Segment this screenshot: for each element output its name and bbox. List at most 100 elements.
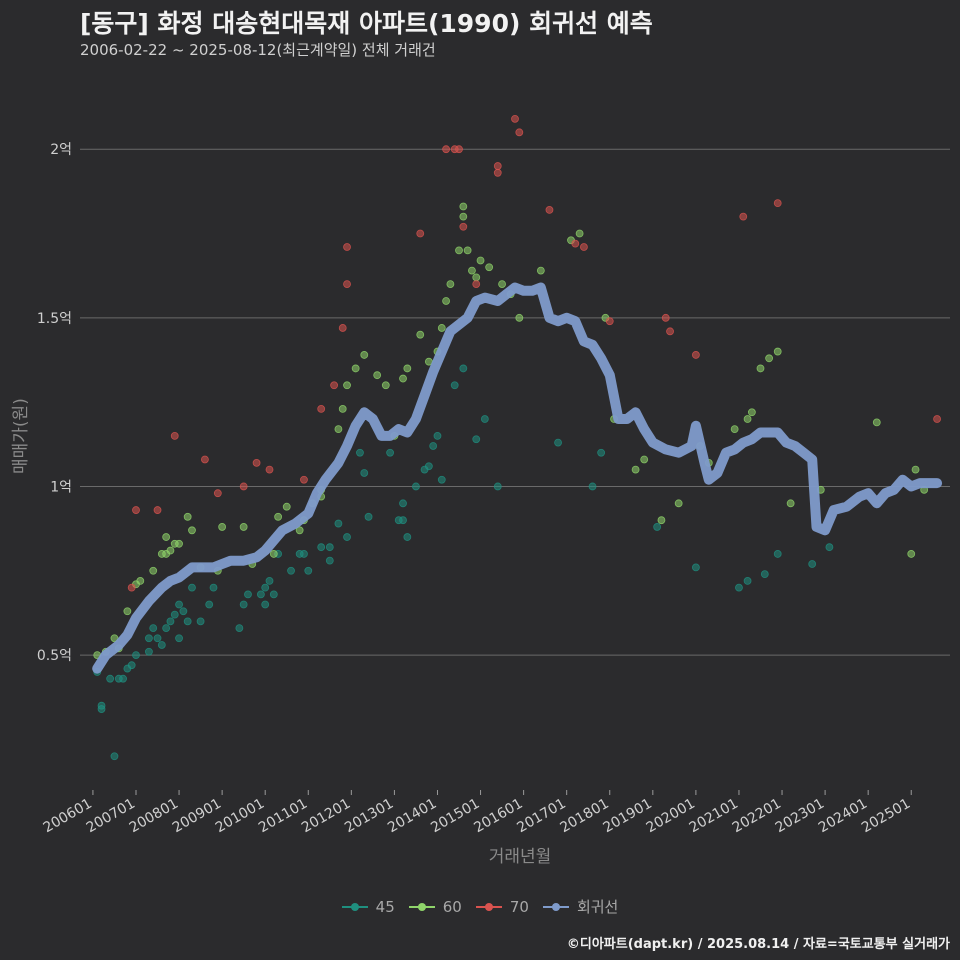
- legend-key-regression: [542, 900, 569, 914]
- regression-line: [92, 282, 943, 674]
- data-point-45: [773, 550, 782, 558]
- data-point-60: [338, 404, 347, 413]
- data-point-60: [674, 499, 683, 508]
- data-point-60: [123, 607, 132, 616]
- data-point-45: [691, 563, 700, 572]
- data-point-45: [588, 482, 597, 491]
- data-point-60: [631, 465, 640, 474]
- data-point-60: [463, 246, 472, 255]
- data-point-45: [399, 499, 407, 508]
- data-point-60: [149, 566, 158, 575]
- data-point-60: [515, 313, 524, 322]
- data-point-45: [166, 617, 175, 626]
- data-point-45: [132, 651, 140, 659]
- data-point-70: [265, 465, 274, 474]
- data-point-45: [127, 661, 136, 670]
- data-point-70: [493, 168, 502, 177]
- data-point-45: [437, 475, 446, 484]
- data-point-45: [424, 462, 433, 471]
- data-point-45: [356, 448, 364, 457]
- x-tick-label: 201001: [213, 796, 267, 837]
- data-point-70: [416, 229, 425, 238]
- data-point-70: [343, 243, 351, 251]
- data-point-45: [179, 607, 188, 616]
- legend-item-regression[interactable]: 회귀선: [542, 896, 618, 917]
- data-point-45: [265, 576, 274, 585]
- data-point-70: [170, 431, 179, 440]
- x-tick-label: 202101: [687, 796, 741, 837]
- data-point-70: [213, 489, 222, 498]
- x-tick-label: 201101: [256, 796, 310, 837]
- legend-key-45: [341, 900, 368, 914]
- data-point-45: [653, 523, 662, 531]
- data-point-60: [498, 280, 506, 289]
- data-point-70: [153, 506, 162, 514]
- data-point-45: [760, 570, 769, 579]
- data-point-45: [149, 624, 158, 633]
- data-point-45: [343, 533, 351, 541]
- data-point-45: [157, 641, 166, 649]
- data-point-45: [304, 566, 313, 575]
- data-point-60: [907, 550, 916, 558]
- data-point-45: [825, 543, 834, 552]
- data-point-60: [773, 347, 782, 356]
- x-tick-label: 202201: [730, 796, 784, 837]
- data-point-70: [300, 475, 308, 484]
- data-point-60: [175, 539, 183, 548]
- data-point-45: [244, 590, 252, 599]
- data-point-45: [493, 482, 502, 491]
- data-point-70: [317, 404, 326, 413]
- x-tick-labels: 2006012007012008012009012010012011012012…: [41, 796, 914, 837]
- data-point-60: [334, 425, 343, 434]
- data-point-60: [472, 273, 481, 282]
- data-point-60: [786, 499, 795, 508]
- scatter-points: [93, 114, 941, 761]
- legend-item-45[interactable]: 45: [341, 896, 395, 917]
- data-point-70: [330, 381, 339, 390]
- data-point-45: [459, 364, 468, 373]
- data-point-45: [360, 469, 369, 477]
- data-point-45: [256, 590, 265, 599]
- data-point-45: [162, 624, 171, 633]
- data-point-60: [446, 280, 455, 289]
- data-point-45: [119, 674, 127, 683]
- data-point-45: [412, 482, 420, 491]
- data-point-60: [166, 546, 175, 555]
- data-point-60: [269, 550, 278, 558]
- data-point-60: [373, 371, 382, 380]
- source-caption: ©디아파트(dapt.kr) / 2025.08.14 / 자료=국토교통부 실…: [566, 937, 950, 952]
- data-point-60: [911, 465, 920, 474]
- data-point-70: [933, 415, 941, 423]
- data-point-45: [334, 519, 343, 528]
- data-point-70: [343, 280, 351, 289]
- data-point-60: [468, 266, 476, 275]
- data-point-60: [295, 526, 304, 535]
- data-point-45: [153, 634, 162, 643]
- x-tick-label: 200701: [84, 796, 138, 837]
- data-point-60: [459, 202, 468, 211]
- data-point-60: [183, 512, 192, 521]
- data-point-70: [545, 206, 554, 214]
- x-tick-label: 201501: [428, 796, 482, 837]
- y-tick-label: 1억: [50, 479, 72, 495]
- x-tick-label: 200901: [170, 796, 224, 837]
- data-point-60: [575, 229, 584, 238]
- data-point-45: [472, 435, 481, 444]
- legend-item-70[interactable]: 70: [475, 896, 529, 917]
- data-point-45: [433, 431, 442, 440]
- data-point-60: [239, 523, 248, 531]
- data-point-70: [201, 455, 209, 464]
- legend-item-60[interactable]: 60: [408, 896, 462, 917]
- data-point-45: [97, 705, 106, 713]
- data-point-45: [209, 583, 218, 592]
- data-point-70: [773, 199, 782, 208]
- data-point-70: [666, 327, 674, 336]
- data-point-60: [640, 455, 649, 464]
- legend: 45 60 70 회귀선: [0, 896, 960, 917]
- data-point-70: [515, 128, 524, 137]
- data-point-70: [455, 145, 463, 154]
- x-tick-label: 201701: [514, 796, 568, 837]
- data-point-70: [739, 212, 748, 221]
- data-point-60: [536, 266, 545, 275]
- chart-title: [동구] 화정 대송현대목재 아파트(1990) 회귀선 예측: [80, 9, 653, 38]
